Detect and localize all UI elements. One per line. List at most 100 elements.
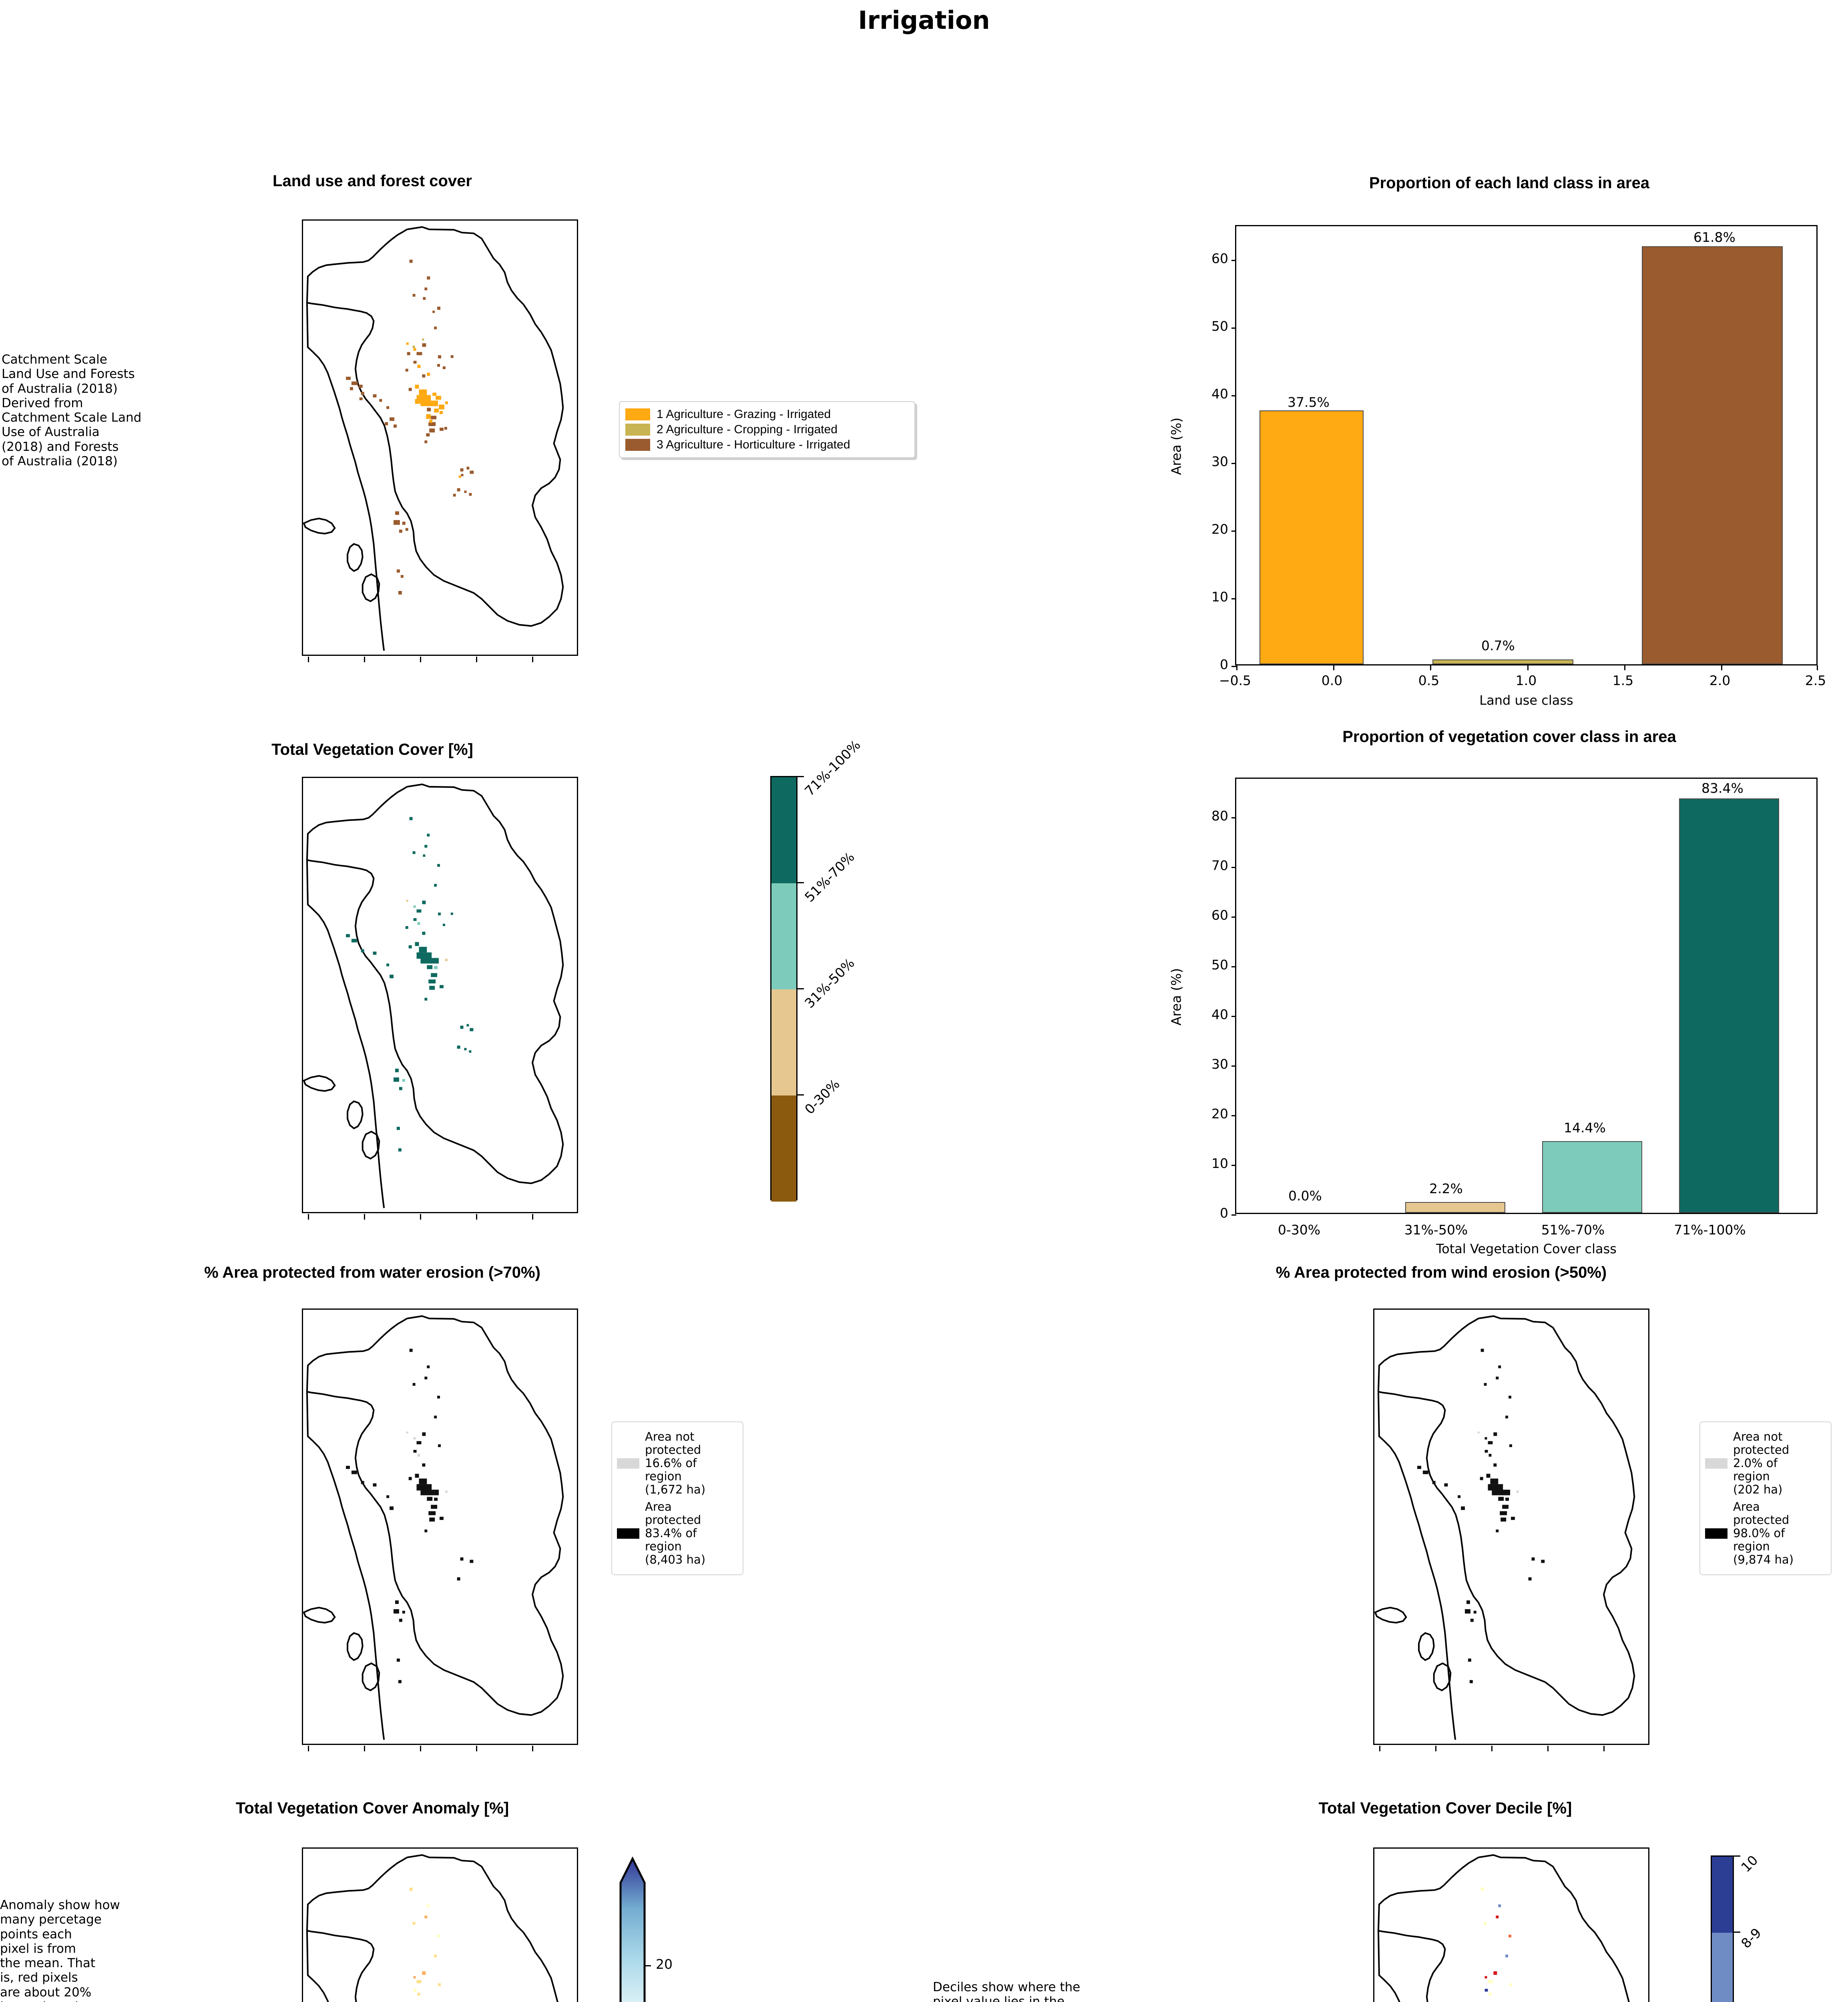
- xtick-veg-2: 51%-70%: [1541, 1222, 1605, 1238]
- legend-item-not-protected: Area not protected 2.0% of region (202 h…: [1705, 1430, 1826, 1496]
- legend-item-not-protected: Area not protected 16.6% of region (1,67…: [617, 1430, 738, 1496]
- ytick-land-2: 20: [1211, 521, 1228, 537]
- xlabel-veg-class: Total Vegetation Cover class: [1436, 1241, 1617, 1256]
- ytick-land-1: 10: [1211, 589, 1228, 605]
- cbar-label-decile-8-9: 8-9: [1738, 1925, 1764, 1952]
- cbar-seg-31-50: [771, 989, 796, 1095]
- veg-cover-map-svg: [303, 783, 564, 1208]
- land-use-legend: 1 Agriculture - Grazing - Irrigated 2 Ag…: [619, 401, 915, 458]
- veg-cover-map[interactable]: [302, 777, 578, 1213]
- bar-land-class-1: [1432, 659, 1573, 664]
- legend-item: 2 Agriculture - Cropping - Irrigated: [625, 423, 909, 436]
- xtick-land-5: 2.0: [1709, 673, 1731, 688]
- xlabel-land-class: Land use class: [1479, 693, 1573, 708]
- wind-erosion-map-svg: [1374, 1315, 1635, 1740]
- water-erosion-legend: Area not protected 16.6% of region (1,67…: [611, 1421, 743, 1576]
- legend-item-protected: Area protected 83.4% of region (8,403 ha…: [617, 1500, 738, 1566]
- cbar-seg-71-100: [771, 777, 796, 883]
- bar-land-class-2: [1642, 246, 1783, 664]
- cbar-label-31-50: 31%-50%: [801, 955, 858, 1011]
- wind-erosion-map[interactable]: [1373, 1309, 1649, 1745]
- legend-swatch-protected: [1705, 1528, 1727, 1539]
- ytick-land-5: 50: [1211, 318, 1228, 334]
- bar-label-veg-class-1: 2.2%: [1429, 1181, 1463, 1196]
- bar-label-veg-class-0: 0.0%: [1288, 1188, 1322, 1204]
- bar-veg-class-1: [1405, 1202, 1505, 1213]
- land-class-plot-area: 37.5% 0.7% 61.8%: [1231, 225, 1818, 670]
- veg-class-plot-area: 0.0% 2.2% 14.4% 83.4%: [1231, 778, 1818, 1216]
- legend-item-protected: Area protected 98.0% of region (9,874 ha…: [1705, 1500, 1826, 1566]
- land-use-map-svg: [303, 226, 564, 651]
- cbar-seg-decile-10: [1712, 1857, 1733, 1933]
- wind-erosion-legend: Area not protected 2.0% of region (202 h…: [1699, 1421, 1832, 1576]
- land-use-sidenote: Catchment Scale Land Use and Forests of …: [2, 352, 142, 468]
- anomaly-map-svg: [306, 1854, 558, 2002]
- legend-swatch-grazing: [625, 408, 650, 420]
- anomaly-panel-title: Total Vegetation Cover Anomaly [%]: [235, 1799, 509, 1817]
- xtick-land-3: 1.0: [1515, 673, 1537, 688]
- xtick-veg-3: 71%-100%: [1674, 1222, 1746, 1238]
- xtick-land-4: 1.5: [1612, 673, 1634, 688]
- cbar-label-0-30: 0-30%: [801, 1076, 843, 1118]
- veg-cover-map-xticks: [302, 1213, 578, 1220]
- decile-map-svg: [1377, 1854, 1630, 2002]
- bar-label-veg-class-3: 83.4%: [1701, 780, 1744, 796]
- land-class-chart-title: Proportion of each land class in area: [1369, 174, 1650, 192]
- legend-swatch-not-protected: [617, 1458, 639, 1469]
- legend-item: 3 Agriculture - Horticulture - Irrigated: [625, 438, 909, 452]
- ytick-veg-2: 20: [1211, 1106, 1228, 1122]
- ylabel-veg-class: Area (%): [1168, 968, 1184, 1026]
- legend-label-protected: Area protected 83.4% of region (8,403 ha…: [645, 1500, 706, 1567]
- legend-label-grazing: 1 Agriculture - Grazing - Irrigated: [657, 408, 831, 421]
- water-erosion-panel-title: % Area protected from water erosion (>70…: [204, 1264, 540, 1281]
- anomaly-map[interactable]: [302, 1847, 578, 2002]
- water-erosion-map[interactable]: [302, 1309, 578, 1745]
- xtick-veg-1: 31%-50%: [1404, 1222, 1468, 1238]
- wind-erosion-panel-title: % Area protected from wind erosion (>50%…: [1276, 1264, 1607, 1281]
- bar-label-land-class-0: 37.5%: [1288, 394, 1330, 410]
- bar-veg-class-3: [1679, 798, 1779, 1213]
- cbar-label-decile-10: 10: [1738, 1852, 1761, 1875]
- legend-label-not-protected: Area not protected 2.0% of region (202 h…: [1733, 1430, 1790, 1497]
- land-use-panel-title: Land use and forest cover: [273, 172, 472, 190]
- legend-label-protected: Area protected 98.0% of region (9,874 ha…: [1733, 1500, 1794, 1567]
- anomaly-colorbar: [619, 1856, 646, 2002]
- wind-erosion-map-xticks: [1373, 1745, 1649, 1751]
- legend-swatch-cropping: [625, 424, 650, 436]
- legend-label-horticulture: 3 Agriculture - Horticulture - Irrigated: [657, 438, 850, 451]
- ytick-veg-7: 70: [1211, 858, 1228, 873]
- decile-map[interactable]: [1373, 1847, 1649, 2002]
- decile-panel-title: Total Vegetation Cover Decile [%]: [1318, 1799, 1572, 1817]
- veg-class-chart-title: Proportion of vegetation cover class in …: [1342, 728, 1676, 746]
- legend-item: 1 Agriculture - Grazing - Irrigated: [625, 408, 909, 421]
- ytick-veg-0: 0: [1220, 1205, 1228, 1221]
- bar-label-veg-class-2: 14.4%: [1564, 1120, 1606, 1136]
- bar-veg-class-2: [1542, 1141, 1642, 1213]
- water-erosion-map-svg: [303, 1315, 564, 1740]
- xtick-veg-0: 0-30%: [1278, 1222, 1321, 1238]
- decile-sidenote: Deciles show where the pixel value lies …: [933, 1980, 1081, 2002]
- ytick-veg-1: 10: [1211, 1156, 1228, 1171]
- legend-label-not-protected: Area not protected 16.6% of region (1,67…: [645, 1430, 706, 1497]
- anomaly-sidenote: Anomaly show how many percetage points e…: [0, 1898, 120, 2002]
- cbar-seg-51-70: [771, 883, 796, 989]
- cbar-seg-0-30: [771, 1095, 796, 1202]
- legend-swatch-horticulture: [625, 439, 650, 451]
- ytick-land-4: 40: [1211, 386, 1228, 402]
- land-use-map[interactable]: [302, 219, 578, 656]
- ytick-land-0: 0: [1220, 657, 1228, 672]
- ylabel-land-class: Area (%): [1168, 417, 1184, 475]
- xtick-land-6: 2.5: [1805, 673, 1826, 688]
- ytick-land-3: 30: [1211, 454, 1228, 469]
- veg-cover-colorbar: [770, 776, 797, 1202]
- anomaly-tick-20: 20: [656, 1956, 673, 1972]
- cbar-label-71-100: 71%-100%: [801, 737, 864, 799]
- ytick-veg-3: 30: [1211, 1056, 1228, 1072]
- xtick-land-2: 0.5: [1418, 673, 1440, 688]
- cbar-seg-decile-8-9: [1712, 1933, 1733, 2002]
- land-use-map-xticks: [302, 656, 578, 662]
- ytick-veg-6: 60: [1211, 907, 1228, 923]
- veg-cover-panel-title: Total Vegetation Cover [%]: [271, 741, 473, 758]
- ytick-veg-8: 80: [1211, 808, 1228, 824]
- legend-swatch-not-protected: [1705, 1458, 1727, 1469]
